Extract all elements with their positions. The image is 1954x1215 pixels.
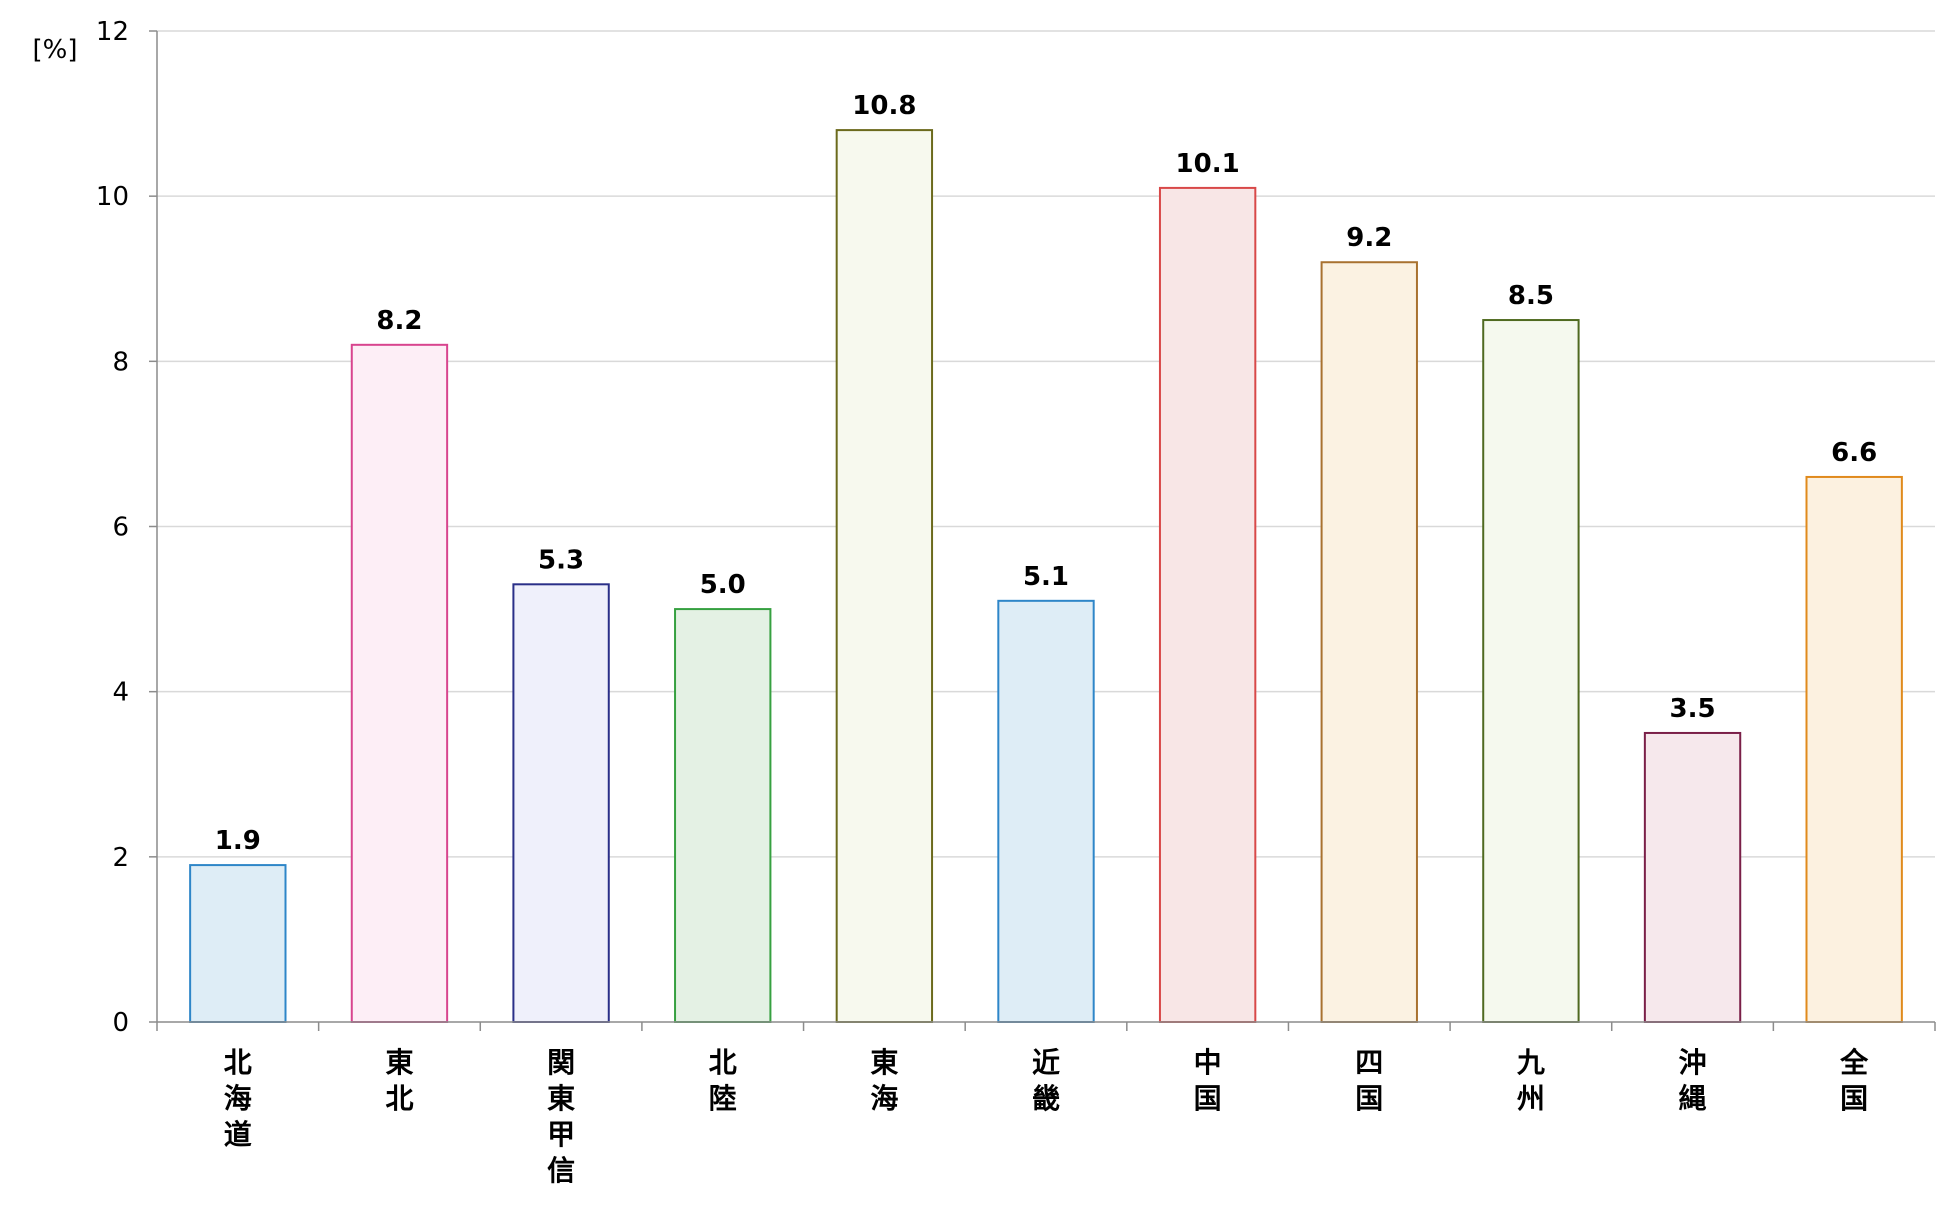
x-category-label: 四国 <box>1355 1046 1383 1115</box>
bar <box>1805 475 1903 1023</box>
x-category-label: 東北 <box>385 1046 413 1115</box>
y-axis-unit-label: [%] <box>33 35 78 65</box>
y-tick-label: 2 <box>112 843 129 873</box>
y-tick-label: 10 <box>96 182 129 212</box>
y-tick-label: 6 <box>112 513 129 543</box>
bar-value-label: 9.2 <box>1346 223 1392 253</box>
bar-value-label: 6.6 <box>1831 438 1877 468</box>
bars <box>189 129 1903 1024</box>
x-category-label: 沖縄 <box>1679 1046 1707 1115</box>
x-category-label: 東海 <box>870 1046 898 1115</box>
x-category-label: 九州 <box>1517 1046 1545 1115</box>
labels: 0 2 4 6 8 10 12 1.9 北海道 8.2 東北 5.3 関東甲信 5.0 北陸 10.8 東海 5.… <box>96 17 1877 1187</box>
bar <box>835 129 934 1024</box>
bar <box>1158 186 1257 1024</box>
y-tick-label: 0 <box>112 1008 129 1038</box>
bar-value-label: 5.1 <box>1023 562 1069 592</box>
grid-lines <box>157 30 1935 858</box>
bar-value-label: 8.2 <box>376 306 422 336</box>
bar-value-label: 10.1 <box>1176 149 1240 179</box>
axes <box>149 30 1936 1031</box>
bar-value-label: 5.3 <box>538 545 584 575</box>
y-tick-label: 12 <box>96 17 129 47</box>
bar <box>1482 319 1580 1023</box>
bar <box>189 864 287 1024</box>
x-category-label: 北海道 <box>224 1046 252 1151</box>
x-category-label: 関東甲信 <box>547 1046 575 1187</box>
bar-value-label: 8.5 <box>1508 281 1554 311</box>
bar-value-label: 5.0 <box>700 570 746 600</box>
bar <box>512 583 610 1024</box>
bar-value-label: 10.8 <box>852 91 916 121</box>
bar <box>997 599 1095 1023</box>
bar-value-label: 3.5 <box>1670 694 1716 724</box>
x-category-label: 全国 <box>1839 1046 1869 1115</box>
bar <box>1643 731 1742 1023</box>
y-tick-label: 4 <box>112 678 129 708</box>
bar <box>674 608 772 1023</box>
bar <box>1320 261 1418 1023</box>
bar-value-label: 1.9 <box>215 826 261 856</box>
x-category-label: 近畿 <box>1032 1046 1060 1115</box>
bar <box>350 343 449 1024</box>
y-tick-label: 8 <box>112 347 129 377</box>
x-category-label: 中国 <box>1194 1046 1222 1115</box>
x-category-label: 北陸 <box>709 1046 737 1115</box>
